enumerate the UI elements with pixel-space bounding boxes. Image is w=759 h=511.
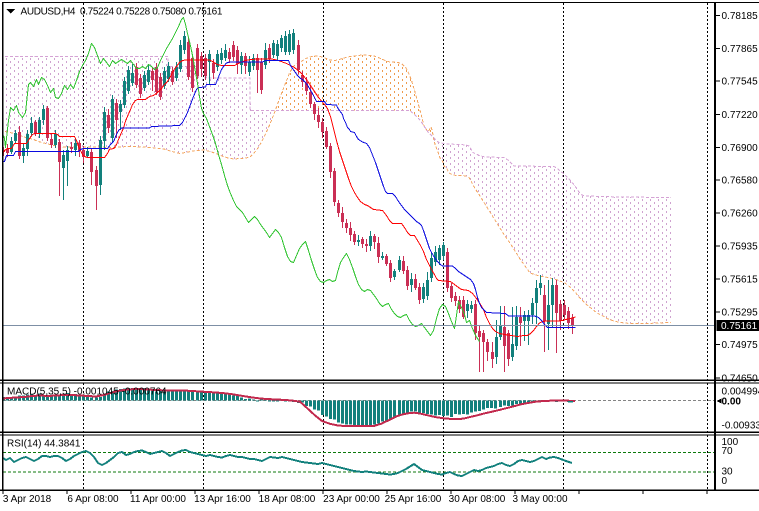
svg-text:6 Apr 08:00: 6 Apr 08:00 — [67, 494, 119, 505]
svg-text:13 Apr 16:00: 13 Apr 16:00 — [194, 494, 251, 505]
svg-text:23 Apr 00:00: 23 Apr 00:00 — [323, 494, 380, 505]
svg-text:0.78185: 0.78185 — [722, 11, 759, 22]
svg-text:25 Apr 16:00: 25 Apr 16:00 — [385, 494, 442, 505]
svg-text:18 Apr 08:00: 18 Apr 08:00 — [259, 494, 316, 505]
svg-text:0.76260: 0.76260 — [722, 208, 759, 219]
svg-text:0.004994: 0.004994 — [722, 386, 759, 397]
svg-text:MACD(5,35,5) -0.001045 -0.0007: MACD(5,35,5) -0.001045 -0.000764 — [7, 387, 167, 398]
svg-text:0.00: 0.00 — [722, 397, 742, 408]
svg-text:-0.009335: -0.009335 — [722, 420, 759, 431]
svg-text:11 Apr 00:00: 11 Apr 00:00 — [130, 494, 186, 505]
svg-text:100: 100 — [722, 437, 739, 448]
svg-text:30 Apr 08:00: 30 Apr 08:00 — [449, 494, 506, 505]
svg-text:3 May 00:00: 3 May 00:00 — [512, 494, 567, 505]
svg-text:0.74650: 0.74650 — [722, 373, 759, 384]
svg-text:3 Apr 2018: 3 Apr 2018 — [3, 494, 52, 505]
svg-text:0.77865: 0.77865 — [722, 44, 759, 55]
svg-text:0.75615: 0.75615 — [722, 275, 759, 286]
svg-text:0.74975: 0.74975 — [722, 340, 759, 351]
svg-text:0.75295: 0.75295 — [722, 307, 759, 318]
svg-text:0.77220: 0.77220 — [722, 110, 759, 121]
svg-text:0.77545: 0.77545 — [722, 77, 759, 88]
svg-text:0.75935: 0.75935 — [722, 242, 759, 253]
svg-text:0.75161: 0.75161 — [721, 321, 758, 332]
svg-text:AUDUSD,H4 0.75224 0.75228 0.7: AUDUSD,H4 0.75224 0.75228 0.75080 0.7516… — [21, 7, 223, 18]
svg-text:70: 70 — [722, 446, 734, 457]
svg-text:RSI(14) 44.3841: RSI(14) 44.3841 — [7, 439, 81, 450]
svg-text:0.76900: 0.76900 — [722, 143, 759, 154]
svg-text:30: 30 — [722, 467, 734, 478]
svg-text:0: 0 — [722, 476, 728, 487]
svg-text:0.76580: 0.76580 — [722, 176, 759, 187]
